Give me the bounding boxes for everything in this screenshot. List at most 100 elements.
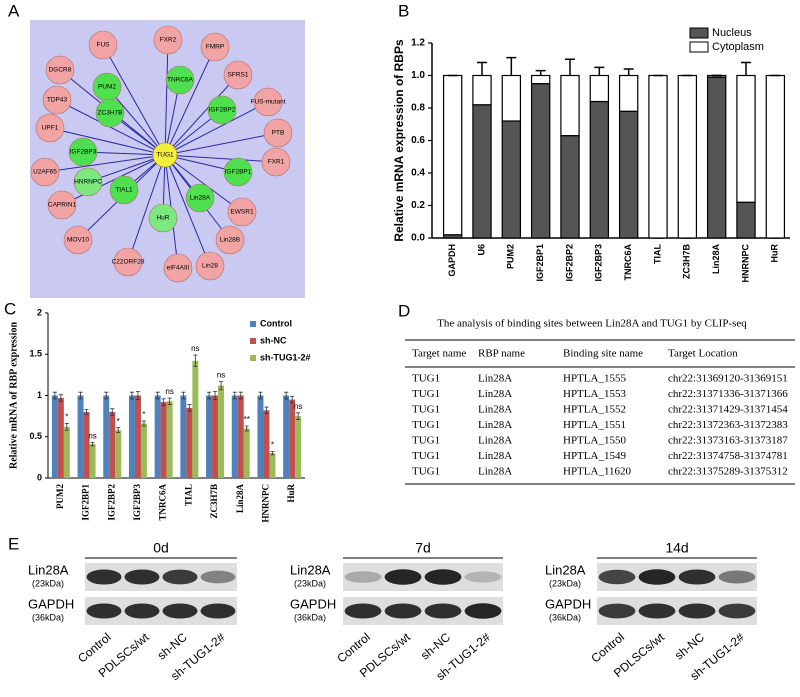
node-label: DGCR8	[49, 67, 72, 74]
bar	[283, 395, 290, 478]
error-bar	[264, 406, 269, 415]
table-cell: HPTLA_1549	[563, 450, 626, 462]
node-label: Lin28B	[220, 237, 240, 244]
x-tick-label: IGF2BP1	[535, 244, 545, 282]
network-edge	[61, 154, 166, 206]
legend-label: Cytoplasm	[712, 41, 764, 53]
table-cell: HPTLA_11620	[563, 466, 632, 478]
x-tick-label: IGF2BP2	[564, 244, 574, 282]
bar	[231, 395, 238, 478]
error-bar	[193, 354, 198, 368]
blot-band	[678, 603, 716, 619]
network-edge	[102, 44, 166, 156]
blot-row-label: GAPDH	[545, 596, 591, 611]
bar-segment	[501, 74, 522, 122]
node-label: ZC3H7B	[98, 110, 123, 117]
bar	[218, 385, 225, 478]
node-label: MOV10	[67, 237, 89, 244]
center-label: TUG1	[156, 152, 174, 159]
network-edge	[164, 74, 239, 156]
blot-band	[424, 569, 462, 585]
bar	[140, 423, 147, 478]
table-cell: Lin28A	[478, 373, 512, 385]
bar-segment	[589, 100, 610, 239]
x-tick-label: HuR	[286, 484, 296, 503]
bar	[212, 395, 219, 478]
legend-swatch	[250, 338, 256, 344]
blot-row-size: (36kDa)	[32, 612, 64, 622]
y-tick-label: 0.8	[411, 103, 425, 114]
error-bar	[78, 391, 83, 400]
y-tick-label: 1	[37, 390, 42, 400]
bar-segment	[706, 76, 727, 239]
blot-row-size: (23kDa)	[32, 578, 64, 588]
x-tick-label: PUM2	[506, 244, 516, 269]
x-tick-label: IGF2BP1	[81, 484, 91, 521]
bar-segment	[560, 135, 580, 239]
y-tick-label: 0.0	[411, 233, 425, 244]
significance-label: ns	[88, 432, 96, 441]
bar	[295, 416, 302, 478]
blot-band	[344, 571, 382, 583]
error-bar	[161, 398, 166, 406]
error-bar	[129, 391, 134, 400]
bar	[289, 399, 296, 478]
bar	[269, 453, 276, 478]
network-node	[195, 251, 225, 281]
blot-row-label: Lin28A	[28, 562, 69, 577]
table-cell: TUG1	[412, 404, 440, 416]
blot-band	[718, 603, 756, 619]
network-node	[109, 175, 139, 205]
panel-label: E	[8, 534, 19, 553]
table-cell: TUG1	[412, 373, 440, 385]
node-label: TNRC6A	[167, 77, 194, 84]
blot-band	[424, 603, 462, 619]
network-edge	[44, 154, 166, 173]
table-cell: chr22:31372363-31372383	[668, 419, 788, 431]
table-cell: Lin28A	[478, 466, 512, 478]
node-label: PUM2	[98, 84, 116, 91]
legend-label: sh-TUG1-2#	[260, 352, 311, 362]
node-label: TDP43	[47, 97, 68, 104]
x-tick-label: IGF2BP3	[132, 484, 142, 521]
blot-title: 7d	[415, 540, 431, 556]
bar	[63, 426, 70, 478]
panel-label: C	[4, 299, 16, 318]
error-bar	[535, 69, 546, 76]
table-cell: Lin28A	[478, 450, 512, 462]
table-cell: TUG1	[412, 419, 440, 431]
table-cell: Lin28A	[478, 388, 512, 400]
blot-band	[86, 603, 122, 619]
network-center	[152, 142, 178, 168]
legend-label: sh-NC	[260, 335, 287, 345]
network-edge	[127, 154, 166, 263]
bar	[186, 407, 193, 478]
blot-band	[598, 569, 636, 585]
table-cell: TUG1	[412, 388, 440, 400]
error-bar	[141, 420, 146, 427]
table-cell: chr22:31371336-31371366	[668, 388, 788, 400]
error-bar	[506, 56, 517, 76]
bar	[263, 410, 270, 478]
blot-row-size: (23kDa)	[294, 578, 326, 588]
error-bar	[623, 68, 634, 76]
network-edge	[164, 154, 211, 267]
node-label: Lin28	[202, 263, 218, 270]
legend-swatch	[689, 41, 709, 53]
network-node	[42, 85, 72, 115]
error-bar	[296, 412, 301, 420]
network-node	[223, 157, 253, 187]
network-node	[207, 95, 237, 125]
network-edge	[164, 132, 279, 156]
blot-band	[598, 603, 636, 619]
blot-band	[384, 569, 422, 585]
y-axis-label: Relative mRNA of RBP expression	[8, 322, 19, 469]
network-node	[185, 183, 215, 213]
node-label: HNRNPC	[74, 179, 102, 186]
blot-row-size: (36kDa)	[549, 612, 581, 622]
bar	[154, 395, 161, 478]
x-tick-label: TNRC6A	[158, 484, 168, 521]
error-bar	[284, 391, 289, 400]
network-node	[88, 30, 118, 60]
